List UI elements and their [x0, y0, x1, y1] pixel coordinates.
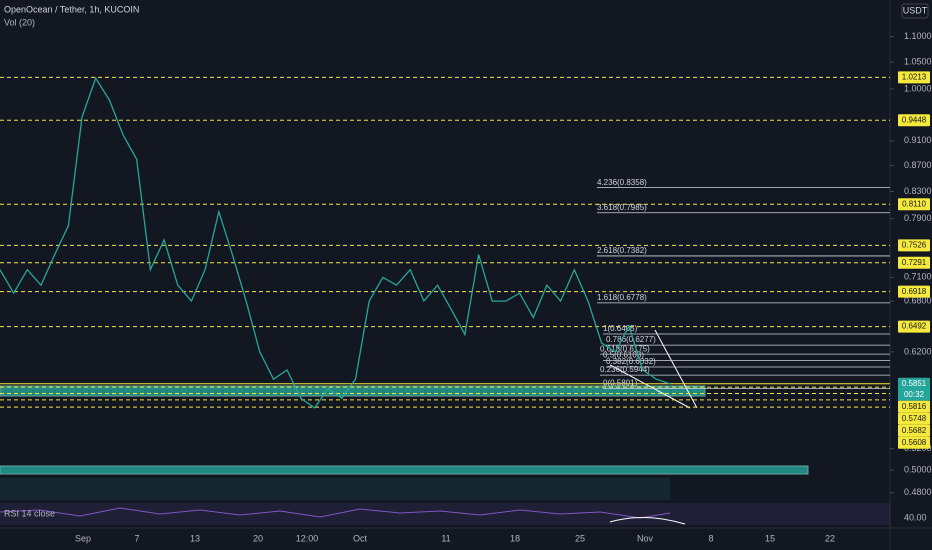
- symbol: OpenOcean / Tether, 1h, KUCOIN: [4, 4, 139, 14]
- y-tick-label: 0.9100: [904, 135, 932, 145]
- rsi-trend: [609, 516, 686, 525]
- y-tick-label: 0.5000: [904, 465, 932, 475]
- fib-label: 0.236(0.5944): [600, 365, 650, 374]
- wedge-line: [654, 329, 698, 409]
- level-label: 0.6918: [902, 287, 927, 296]
- wedge-line: [609, 364, 691, 409]
- x-tick-label: 20: [253, 533, 263, 543]
- x-tick-label: Nov: [637, 533, 654, 543]
- support-zone: [0, 385, 706, 397]
- y-tick-label: 0.6200: [904, 346, 932, 356]
- fib-label: 1(0.6405): [603, 324, 638, 333]
- level-label: 0.5816: [902, 402, 927, 411]
- x-tick-label: Sep: [75, 533, 91, 543]
- level-box: [898, 114, 930, 127]
- level-box: [898, 436, 930, 449]
- currency: USDT: [903, 5, 928, 15]
- fib-label: 2.618(0.7382): [597, 246, 647, 255]
- fib-label: 0.786(0.6277): [606, 335, 656, 344]
- level-box: [898, 320, 930, 333]
- x-tick-label: 13: [190, 533, 200, 543]
- level-box: [898, 377, 930, 390]
- x-tick-label: 22: [825, 533, 835, 543]
- level-box: [898, 198, 930, 211]
- y-tick-label: 0.6800: [904, 295, 932, 305]
- level-label: 0.7291: [902, 258, 927, 267]
- level-label: 0.5748: [902, 414, 927, 423]
- level-box: [898, 412, 930, 425]
- level-label: 0.6492: [902, 322, 927, 331]
- level-box: [898, 424, 930, 437]
- level-label: 0.7526: [902, 240, 927, 249]
- x-tick-label: 7: [134, 533, 139, 543]
- x-tick-label: 11: [441, 533, 450, 543]
- y-tick-label: 1.0000: [904, 83, 932, 93]
- fib-label: 0.5(0.6103): [603, 351, 644, 360]
- rsi-label: RSI 14 close: [4, 508, 55, 518]
- y-tick-label: 0.7900: [904, 213, 932, 223]
- x-tick-label: 12:00: [296, 533, 319, 543]
- x-tick-label: Oct: [353, 533, 368, 543]
- y-tick-label: 1.0500: [904, 57, 932, 67]
- rsi-band: [0, 503, 890, 525]
- fib-label: 0(0.5801): [603, 379, 638, 388]
- y-tick-label: 0.4800: [904, 487, 932, 497]
- x-tick-label: 25: [575, 533, 585, 543]
- level-label: 0.5608: [902, 438, 927, 447]
- level-label: 0.8110: [902, 199, 926, 208]
- level-label: 0.5851: [902, 379, 927, 388]
- support-zone: [0, 465, 809, 475]
- countdown-box: [898, 388, 930, 401]
- y-tick-label: 0.8300: [904, 186, 932, 196]
- level-box: [898, 400, 930, 413]
- fib-label: 1.618(0.6778): [597, 293, 647, 302]
- y-tick-label: 0.7100: [904, 272, 932, 282]
- fib-label: 0.382(0.6032): [606, 357, 656, 366]
- rsi-line: [0, 507, 671, 519]
- countdown: 00:32: [904, 390, 925, 399]
- x-tick-label: 8: [708, 533, 713, 543]
- rsi-value: 40.00: [904, 512, 927, 522]
- level-box: [898, 285, 930, 298]
- y-tick-label: 0.8700: [904, 160, 932, 170]
- fib-label: 0.618(0.6175): [600, 344, 650, 353]
- level-box: [898, 256, 930, 269]
- y-tick-label: 1.1000: [904, 31, 932, 41]
- fib-label: 4.236(0.8358): [597, 178, 647, 187]
- level-box: [898, 239, 930, 252]
- volume-label: Vol (20): [4, 17, 35, 27]
- price-line: [0, 76, 671, 409]
- level-label: 0.5682: [902, 426, 927, 435]
- x-tick-label: 18: [510, 533, 520, 543]
- volume-area: [0, 478, 670, 500]
- fib-label: 3.618(0.7985): [597, 203, 647, 212]
- level-label: 1.0213: [902, 73, 927, 82]
- level-box: [898, 71, 930, 84]
- x-tick-label: 15: [765, 533, 775, 543]
- level-label: 0.9448: [902, 115, 927, 124]
- currency-box: [901, 3, 929, 19]
